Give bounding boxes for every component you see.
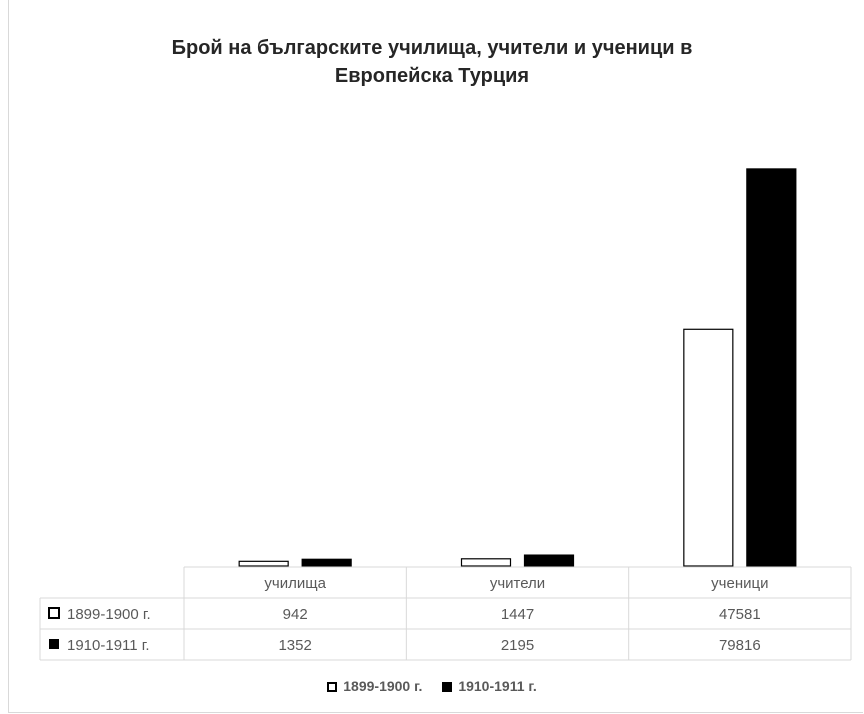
table-legend-key-2 [49,639,59,649]
legend-swatch-series-2 [442,682,453,692]
legend-label-series-1: 1899-1900 г. [343,678,423,694]
legend: 1899-1900 г. 1910-1911 г. [0,678,864,694]
bar-2-2 [523,554,575,567]
bar-1-3 [683,328,734,567]
chart-frame [8,0,863,713]
table-row-label-2: 1910-1911 г. [67,637,150,654]
data-label-1-3: 47581 [719,606,761,623]
chart-title-line-1: Брой на българските училища, учители и у… [171,37,693,59]
data-label-2-2: 2195 [501,637,534,654]
chart-title-line-2: Европейска Турция [334,65,530,87]
data-label-2-1: 1352 [278,637,311,654]
data-label-1-1: 942 [283,606,308,623]
data-label-2-3: 79816 [719,637,761,654]
table-row-label-1: 1899-1900 г. [67,606,151,623]
bar-2-1 [301,558,352,567]
legend-item-series-2: 1910-1911 г. [442,678,537,694]
legend-label-series-2: 1910-1911 г. [458,678,537,694]
category-label-3: ученици [711,575,768,592]
category-label-1: училища [264,575,326,592]
bar-2-3 [746,168,797,567]
bar-1-1 [238,560,289,567]
bar-1-2 [460,558,512,567]
table-legend-key-1 [48,607,60,619]
data-label-1-2: 1447 [501,606,534,623]
legend-swatch-series-1 [327,682,338,692]
chart-title: Брой на българските училища, учители и у… [0,34,864,90]
category-label-2: учители [490,575,545,592]
legend-item-series-1: 1899-1900 г. [327,678,422,694]
